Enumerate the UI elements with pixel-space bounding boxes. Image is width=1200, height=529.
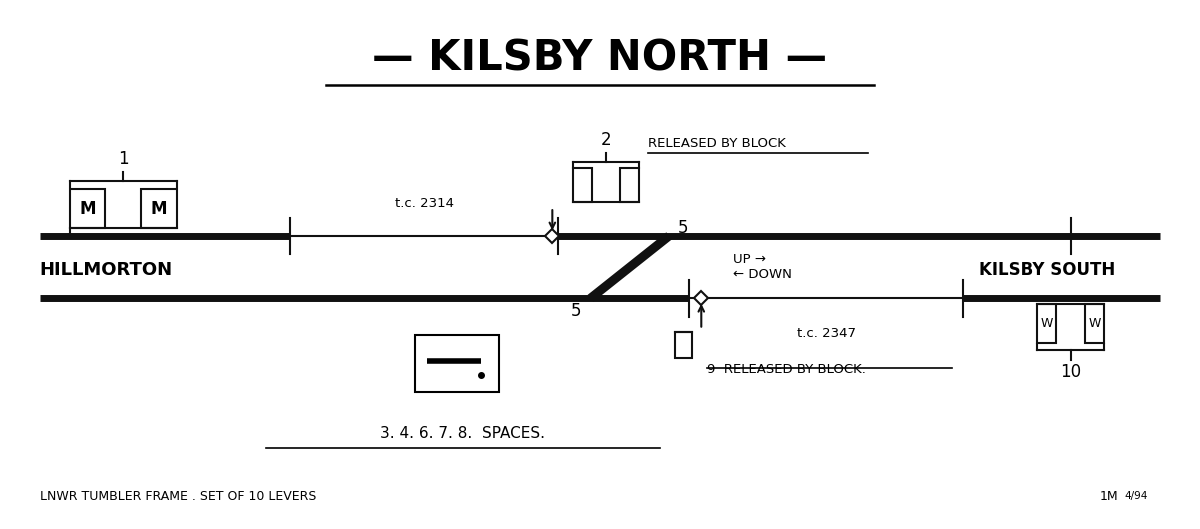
Text: — KILSBY NORTH —: — KILSBY NORTH —	[372, 38, 828, 80]
Bar	[620, 168, 640, 202]
Text: t.c. 2347: t.c. 2347	[797, 327, 856, 340]
Text: LNWR TUMBLER FRAME . SET OF 10 LEVERS: LNWR TUMBLER FRAME . SET OF 10 LEVERS	[40, 490, 317, 503]
Text: t.c. 2314: t.c. 2314	[395, 197, 454, 210]
Bar	[676, 332, 691, 358]
Text: 1: 1	[118, 150, 128, 168]
Text: M: M	[79, 199, 96, 217]
Bar	[1085, 304, 1104, 343]
Text: UP →: UP →	[733, 253, 767, 266]
Text: KILSBY SOUTH: KILSBY SOUTH	[979, 261, 1115, 279]
Bar	[142, 189, 176, 228]
Text: 1M: 1M	[1099, 490, 1118, 503]
Text: 5: 5	[571, 303, 582, 321]
Text: 5: 5	[678, 219, 689, 237]
Text: 10: 10	[1060, 363, 1081, 381]
Bar	[572, 168, 592, 202]
Text: M: M	[151, 199, 167, 217]
Bar	[415, 335, 499, 392]
Bar	[70, 189, 106, 228]
Text: ← DOWN: ← DOWN	[733, 268, 792, 281]
Text: W: W	[1088, 316, 1100, 330]
Text: 3. 4. 6. 7. 8.  SPACES.: 3. 4. 6. 7. 8. SPACES.	[380, 426, 546, 441]
Text: HILLMORTON: HILLMORTON	[38, 261, 172, 279]
Text: 2: 2	[601, 131, 611, 149]
Text: RELEASED BY BLOCK: RELEASED BY BLOCK	[648, 138, 786, 150]
Text: 4/94: 4/94	[1124, 491, 1147, 501]
Text: W: W	[1040, 316, 1054, 330]
Bar	[1037, 304, 1056, 343]
Text: 9  RELEASED BY BLOCK.: 9 RELEASED BY BLOCK.	[707, 363, 866, 377]
